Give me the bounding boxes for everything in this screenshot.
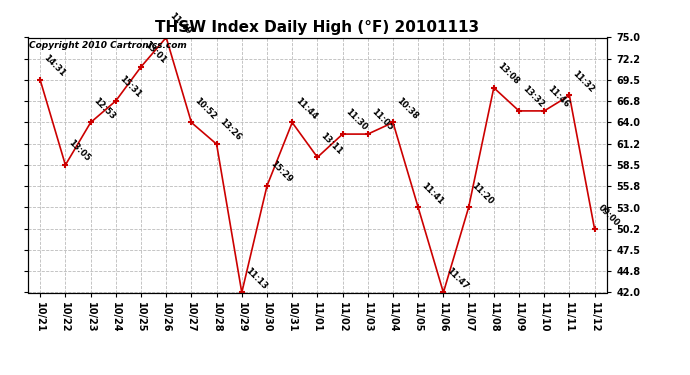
Text: 11:20: 11:20 (470, 181, 495, 206)
Text: 12:53: 12:53 (92, 96, 117, 121)
Text: 11:41: 11:41 (420, 181, 445, 206)
Text: 11:30: 11:30 (344, 108, 369, 133)
Text: 11:49: 11:49 (168, 11, 193, 36)
Text: 10:52: 10:52 (193, 96, 218, 121)
Text: 13:32: 13:32 (520, 84, 546, 109)
Text: 09:00: 09:00 (596, 203, 621, 228)
Text: Copyright 2010 Cartronics.com: Copyright 2010 Cartronics.com (29, 41, 186, 50)
Text: 13:08: 13:08 (495, 61, 520, 86)
Text: 11:32: 11:32 (571, 69, 596, 94)
Text: 11:44: 11:44 (293, 96, 319, 121)
Text: 15:29: 15:29 (268, 159, 294, 184)
Text: 15:31: 15:31 (117, 74, 142, 99)
Text: 11:13: 11:13 (243, 266, 268, 291)
Title: THSW Index Daily High (°F) 20101113: THSW Index Daily High (°F) 20101113 (155, 20, 480, 35)
Text: 11:47: 11:47 (445, 266, 470, 291)
Text: 14:31: 14:31 (41, 53, 67, 79)
Text: 13:11: 13:11 (319, 130, 344, 156)
Text: 10:38: 10:38 (395, 96, 420, 121)
Text: 13:05: 13:05 (67, 138, 92, 164)
Text: 11:05: 11:05 (369, 107, 395, 133)
Text: 13:26: 13:26 (218, 117, 244, 143)
Text: 13:01: 13:01 (142, 40, 168, 66)
Text: 11:46: 11:46 (546, 84, 571, 110)
